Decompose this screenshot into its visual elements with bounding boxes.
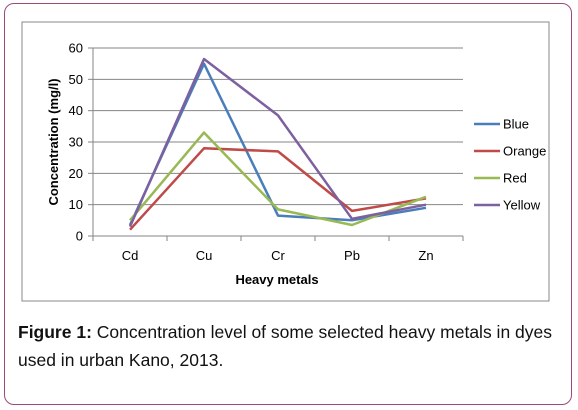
series-line-orange <box>129 147 427 231</box>
series-line-yellow <box>128 57 427 228</box>
legend-label-yellow: Yellow <box>503 198 541 213</box>
series-line-red <box>129 131 427 227</box>
figure-caption: Figure 1: Concentration level of some se… <box>18 318 563 374</box>
y-tick-label: 40 <box>69 103 83 118</box>
x-axis-title: Heavy metals <box>235 272 318 287</box>
series-lines <box>128 57 427 231</box>
line-chart: 0 10 20 30 40 50 60 Cd Cu Cr Pb Zn Blue Orange Red Ye… <box>21 21 550 302</box>
caption-text: Concentration level of some selected hea… <box>18 322 553 370</box>
x-tick-labels: Cd Cu Cr Pb Zn <box>122 248 434 263</box>
y-tick-label: 0 <box>76 229 83 244</box>
x-tick-label-cu: Cu <box>196 248 213 263</box>
y-tick-labels: 0 10 20 30 40 50 60 <box>69 41 83 244</box>
x-tick-label-cr: Cr <box>271 248 285 263</box>
legend: Blue Orange Red Yellow <box>474 117 546 213</box>
y-tick-label: 10 <box>69 197 83 212</box>
axes <box>88 47 464 241</box>
legend-label-red: Red <box>503 171 527 186</box>
y-tick-label: 20 <box>69 166 83 181</box>
y-tick-label: 60 <box>69 41 83 56</box>
x-tick-label-pb: Pb <box>344 248 360 263</box>
y-tick-label: 30 <box>69 135 83 150</box>
y-tick-label: 50 <box>69 72 83 87</box>
x-tick-label-zn: Zn <box>418 248 433 263</box>
legend-label-orange: Orange <box>503 144 546 159</box>
x-tick-label-cd: Cd <box>122 248 139 263</box>
legend-label-blue: Blue <box>503 117 529 132</box>
figure-label: Figure 1: <box>18 322 92 342</box>
chart-area-border <box>21 21 550 302</box>
y-axis-title: Concentration (mg/l) <box>46 78 61 205</box>
